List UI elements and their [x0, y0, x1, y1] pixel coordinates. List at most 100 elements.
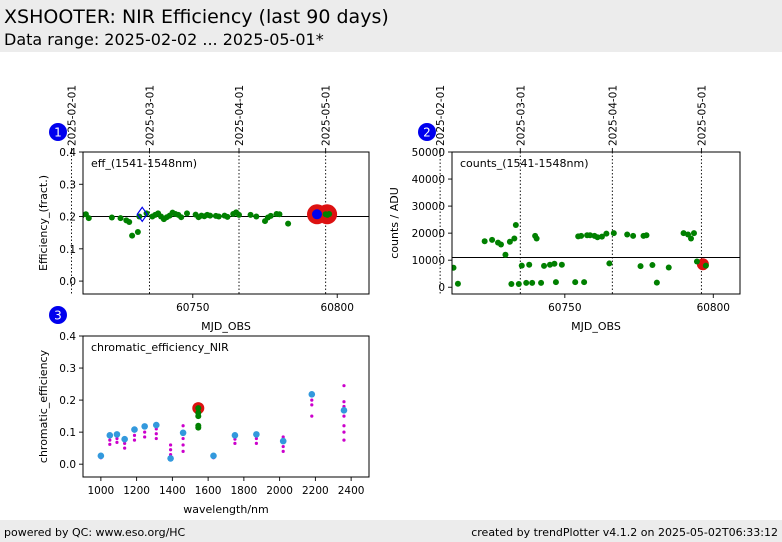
data-point — [267, 212, 274, 219]
y-tick-label: 10000 — [412, 255, 445, 267]
data-point — [603, 230, 610, 237]
x-tick-label: 60750 — [176, 302, 209, 314]
panel-number-label: 2 — [423, 126, 431, 140]
data-point — [117, 215, 124, 222]
y-tick-label: 0.0 — [59, 276, 76, 288]
y-tick-label: 0.4 — [59, 331, 76, 343]
x-tick-label: 60750 — [548, 302, 581, 314]
data-point — [515, 280, 522, 287]
plot-frame — [451, 151, 741, 295]
x-axis-label: MJD_OBS — [201, 320, 251, 333]
date-tick-label: 2025-05-01 — [321, 85, 333, 146]
header-bar: XSHOOTER: NIR Efficiency (last 90 days) … — [0, 0, 782, 52]
page-title: XSHOOTER: NIR Efficiency (last 90 days) — [4, 6, 389, 28]
data-point — [523, 279, 530, 286]
plot-marks — [452, 222, 709, 287]
chart-panel-2: 2 2025-02-01 2025-03-01 2025-04-01 2025-05-0… — [388, 85, 741, 333]
spectrum-point — [254, 436, 258, 441]
data-point — [497, 241, 504, 248]
x-tick-label: 60800 — [321, 302, 354, 314]
data-point — [508, 280, 515, 287]
data-point — [643, 232, 650, 239]
spectrum-point — [115, 436, 119, 441]
data-point — [253, 213, 260, 220]
data-point — [207, 212, 214, 219]
date-tick-label: 2025-03-01 — [144, 85, 156, 146]
footer-created-by: created by trendPlotter v4.1.2 on 2025-0… — [471, 526, 778, 539]
median-point — [340, 407, 348, 414]
median-point — [308, 391, 316, 398]
spectrum-point — [310, 398, 314, 402]
panel-number-badge — [418, 123, 436, 141]
spectrum-point — [342, 400, 346, 404]
data-point — [511, 235, 518, 242]
spectrum-point — [181, 443, 185, 447]
spectrum-point — [123, 441, 127, 445]
data-point — [129, 232, 136, 239]
spectrum-point — [342, 414, 346, 418]
footer-bar: powered by QC: www.eso.org/HC created by… — [0, 520, 782, 542]
spectrum-point — [281, 444, 285, 449]
data-point — [587, 232, 594, 239]
data-point — [702, 262, 709, 269]
charts-canvas: 1 2025-02-01 2025-03-01 2025-04-01 2025-05-0… — [37, 85, 741, 516]
data-point — [578, 232, 585, 239]
spectrum-point — [154, 432, 158, 436]
data-point — [215, 213, 222, 220]
data-point — [551, 260, 558, 267]
spectrum-point — [342, 424, 346, 428]
median-point — [121, 435, 128, 443]
spectrum-point — [310, 403, 314, 407]
y-tick-label: 20000 — [412, 228, 445, 240]
spectrum-point — [281, 449, 285, 453]
data-point — [630, 232, 637, 239]
spectrum-point — [342, 384, 346, 388]
series-label: chromatic_efficiency_NIR — [91, 341, 229, 354]
median-point — [179, 429, 187, 437]
spectrum-point — [281, 435, 285, 439]
y-tick-label: 0.3 — [59, 363, 76, 375]
spectrum-point — [168, 443, 173, 447]
data-point — [276, 211, 283, 218]
data-point — [693, 258, 700, 265]
data-point — [489, 236, 496, 243]
data-point — [572, 279, 579, 286]
data-point — [653, 279, 660, 286]
series-label: eff_(1541-1548nm) — [91, 157, 197, 170]
x-tick-label: 1000 — [88, 485, 115, 497]
x-tick-label: 1600 — [195, 485, 222, 497]
panel-number-label: 3 — [54, 309, 62, 323]
reference-diamond-marker — [136, 206, 148, 223]
chart-panel-3: 3 0.0 0.1 0.2 0.3 0.4 1000 1200 1400 1600 1800 2000… — [37, 306, 370, 516]
spectrum-point — [154, 436, 158, 441]
data-point — [326, 210, 333, 217]
median-point — [253, 431, 260, 438]
data-point — [85, 215, 92, 222]
panel-number-label: 1 — [54, 126, 62, 140]
date-tick-label: 2025-04-01 — [607, 85, 619, 146]
data-point — [624, 231, 631, 238]
y-tick-label: 30000 — [412, 201, 445, 213]
y-tick-label: 40000 — [412, 174, 445, 186]
y-axis-label: Efficiency_(fract.) — [37, 175, 50, 271]
x-tick-label: 1400 — [159, 485, 186, 497]
data-point — [126, 219, 133, 226]
spectrum-point — [181, 424, 185, 428]
data-point — [285, 220, 292, 227]
median-point — [141, 423, 148, 430]
x-tick-label: 2400 — [338, 485, 365, 497]
median-point — [210, 452, 217, 460]
plot-frame — [82, 151, 370, 295]
data-point — [178, 214, 185, 221]
date-tick-label: 2025-02-01 — [435, 85, 447, 146]
spectrum-point — [233, 441, 237, 445]
median-point — [97, 452, 105, 460]
data-point — [452, 264, 457, 271]
data-point — [481, 238, 488, 245]
data-point — [541, 262, 548, 269]
data-point — [224, 213, 231, 220]
median-point — [167, 455, 174, 462]
y-tick-label: 0.0 — [59, 459, 76, 471]
spectrum-point — [342, 438, 346, 442]
footer-powered-by: powered by QC: www.eso.org/HC — [4, 526, 186, 539]
